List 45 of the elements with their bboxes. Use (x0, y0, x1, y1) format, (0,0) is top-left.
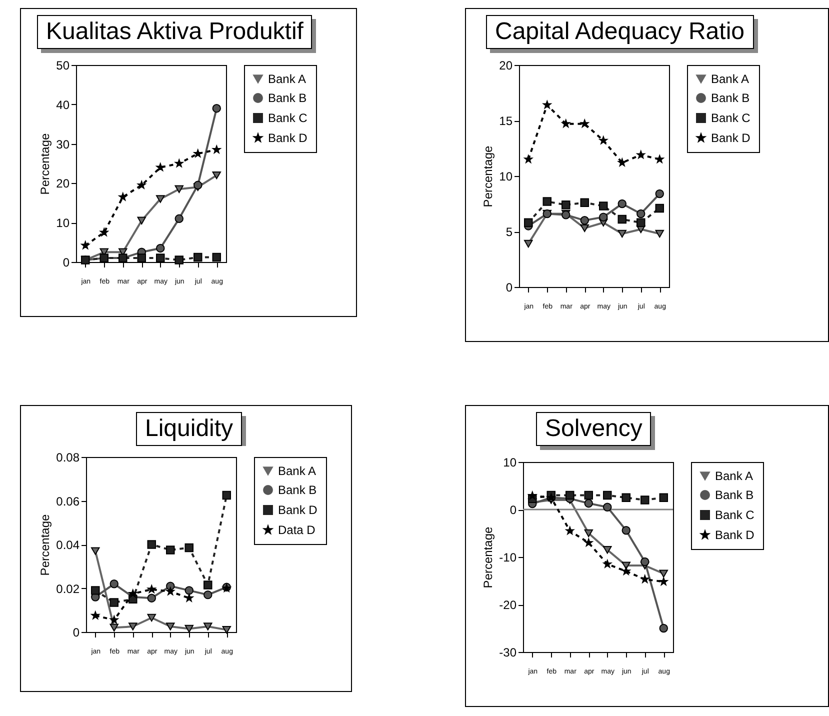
y-tick-label: 10 (503, 456, 517, 470)
legend-label: Bank A (278, 464, 316, 478)
legend-label: Bank D (268, 131, 308, 145)
y-tick-label: 0.08 (56, 450, 80, 464)
y-tick-label: -30 (499, 646, 517, 660)
y-tick-label: 10 (499, 170, 513, 184)
y-tick-label: 40 (56, 98, 70, 112)
legend-label: Bank C (715, 508, 755, 522)
y-axis-title: Percentage (481, 526, 496, 588)
y-tick-label: -20 (499, 598, 517, 612)
legend-label: Bank C (268, 111, 308, 125)
legend-label: Bank D (711, 131, 751, 145)
y-axis-title: Percentage (38, 132, 52, 195)
y-tick-label: 10 (56, 216, 70, 230)
legend-label: Bank A (711, 72, 750, 86)
y-tick-label: 0 (506, 280, 513, 294)
y-tick-label: 0.06 (56, 494, 80, 508)
y-tick-label: 15 (499, 114, 513, 128)
legend-label: Bank B (268, 91, 307, 105)
y-tick-label: 20 (56, 176, 70, 191)
y-tick-label: -10 (499, 550, 517, 564)
y-tick-label: 30 (56, 137, 70, 152)
chart-title: Solvency (536, 412, 652, 446)
legend-label: Bank C (711, 111, 751, 125)
y-tick-label: 0.04 (56, 538, 80, 552)
legend-label: Bank B (715, 488, 754, 502)
y-tick-label: 50 (56, 58, 70, 72)
legend-label: Bank D (278, 503, 318, 517)
legend-label: Bank D (715, 528, 755, 542)
chart-title: Kualitas Aktiva Produktif (37, 15, 312, 49)
y-tick-label: 0 (510, 503, 517, 517)
y-tick-label: 0 (72, 626, 80, 640)
legend-label: Bank A (268, 72, 306, 86)
y-axis-title: Percentage (481, 145, 496, 208)
y-tick-label: 0 (62, 256, 70, 270)
legend-label: Bank B (711, 91, 750, 105)
chart-title: Liquidity (136, 412, 242, 446)
y-axis-title: Percentage (38, 514, 52, 576)
y-tick-label: 5 (506, 225, 513, 239)
legend-label: Data D (278, 523, 316, 537)
y-tick-label: 20 (499, 58, 513, 72)
legend-label: Bank B (278, 483, 317, 497)
legend-label: Bank A (715, 469, 754, 483)
y-tick-label: 0.02 (56, 582, 80, 596)
chart-title: Capital Adequacy Ratio (486, 15, 754, 49)
